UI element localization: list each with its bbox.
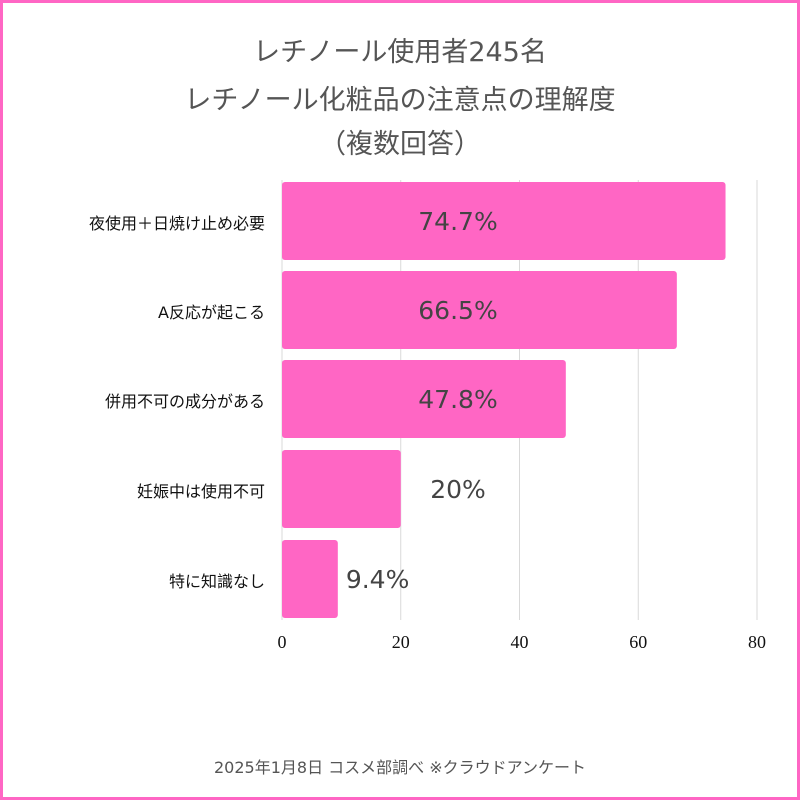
x-tick-label: 0	[278, 632, 287, 652]
chart-title-line-1: レチノール使用者245名	[253, 37, 547, 68]
chart-title-line-3: （複数回答）	[319, 129, 481, 160]
category-label: 併用不可の成分がある	[104, 392, 265, 411]
data-label: 47.8%	[418, 385, 497, 414]
data-label: 9.4%	[346, 565, 410, 594]
chart-footer: 2025年1月8日 コスメ部調べ ※クラウドアンケート	[213, 758, 587, 777]
category-label: 妊娠中は使用不可	[136, 482, 265, 501]
bar	[282, 450, 401, 528]
category-label: 夜使用＋日焼け止め必要	[88, 214, 265, 233]
data-label: 74.7%	[418, 207, 497, 236]
bar	[282, 360, 566, 438]
category-label: A反応が起こる	[158, 303, 265, 322]
data-label: 66.5%	[418, 296, 497, 325]
bar	[282, 540, 338, 618]
x-tick-label: 20	[392, 632, 410, 652]
bar	[282, 271, 677, 349]
x-tick-label: 40	[511, 632, 529, 652]
category-label: 特に知識なし	[168, 572, 265, 591]
data-label: 20%	[430, 475, 486, 504]
bar	[282, 182, 726, 260]
x-tick-label: 60	[629, 632, 647, 652]
chart-title-line-2: レチノール化粧品の注意点の理解度	[184, 85, 616, 116]
x-tick-label: 80	[748, 632, 766, 652]
